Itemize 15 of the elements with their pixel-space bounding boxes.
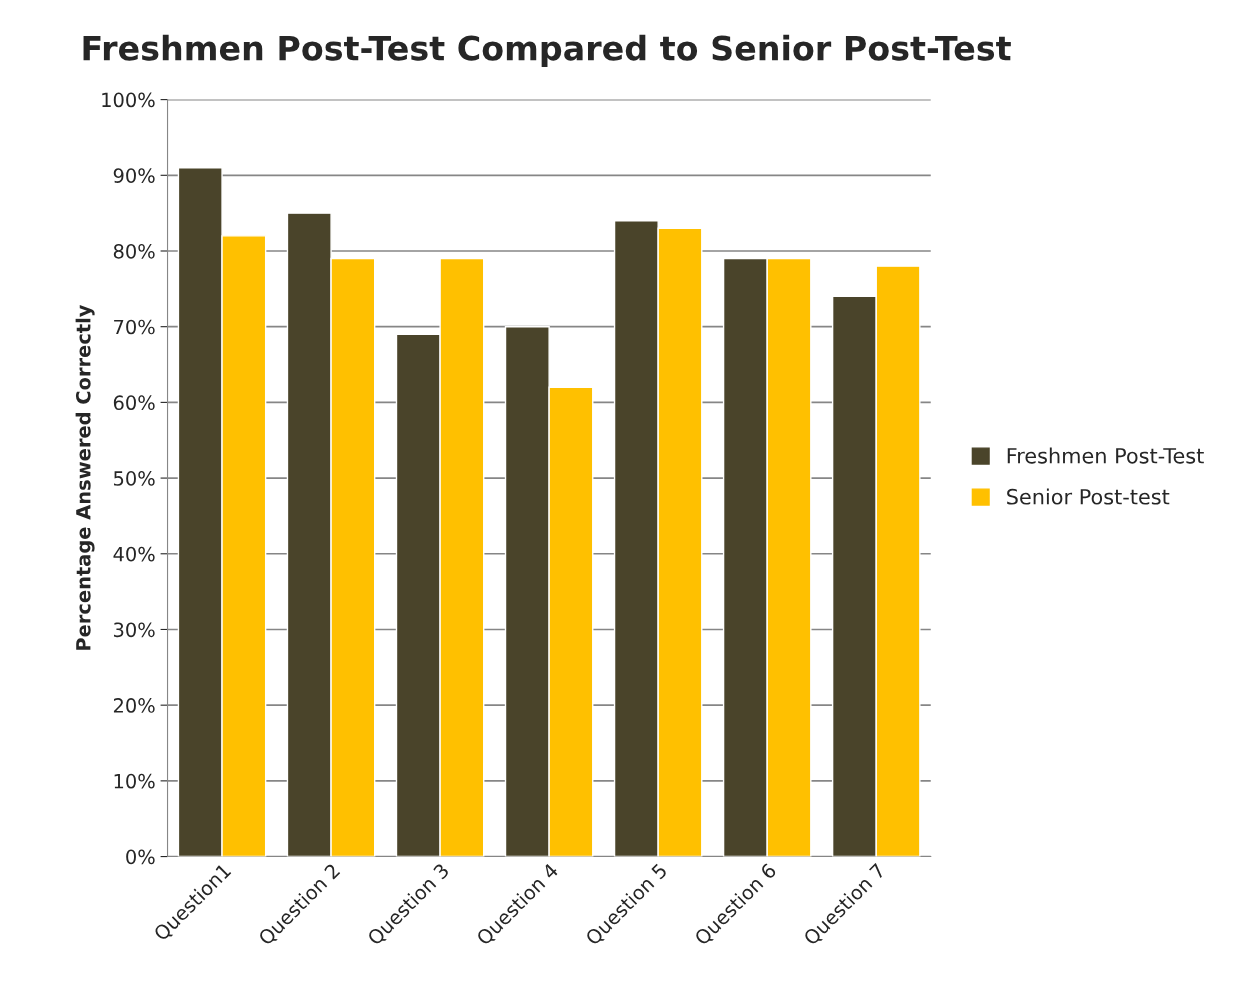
y-tick-label: 60%	[113, 395, 155, 411]
y-tick-label: 100%	[102, 92, 155, 108]
y-tick-label: 10%	[114, 773, 155, 789]
y-tick-label: 0%	[126, 849, 155, 865]
y-axis-title: Percentage Answered Correctly	[75, 304, 95, 650]
y-tick-label: 40%	[113, 546, 155, 562]
y-tick-label: 30%	[113, 622, 155, 638]
y-tick-label: 80%	[113, 243, 155, 259]
legend-label: Senior Post-test	[1007, 488, 1170, 505]
chart-title: Freshmen Post-Test Compared to Senior Post-Test	[83, 34, 1011, 68]
y-tick-label: 20%	[113, 698, 155, 713]
y-tick-label: 90%	[113, 168, 155, 183]
y-tick-label: 70%	[114, 319, 155, 335]
y-tick-label: 50%	[114, 471, 155, 486]
legend-label: Freshmen Post-Test	[1007, 447, 1204, 464]
